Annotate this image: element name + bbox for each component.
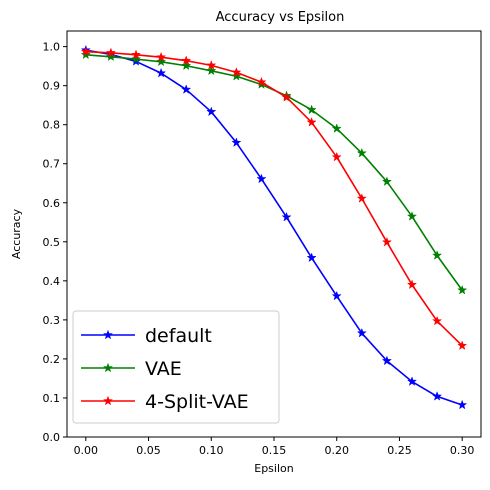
legend-entry-label: VAE [145,358,182,380]
y-tick-label: 1.0 [43,41,61,54]
data-point-default [331,290,342,301]
data-point-default [155,67,167,78]
data-point-default [181,84,192,94]
data-point-4-split-vae [80,46,91,57]
x-tick-label: 0.25 [387,444,412,457]
chart-title: Accuracy vs Epsilon [216,10,345,25]
data-point-default [306,252,317,263]
legend-entry-label: default [145,325,212,347]
y-tick-label: 0.3 [43,314,61,327]
data-point-4-split-vae [457,340,468,350]
x-tick-label: 0.30 [450,444,475,457]
data-point-4-split-vae [306,116,317,127]
legend-marker [102,395,114,406]
y-tick-label: 0.5 [43,236,61,249]
data-point-4-split-vae [206,59,217,70]
y-tick-label: 0.7 [43,158,61,171]
data-point-4-split-vae [356,193,367,203]
data-point-vae [457,284,468,295]
data-point-vae [231,70,242,81]
data-point-4-split-vae [431,315,443,326]
x-tick-label: 0.20 [324,444,349,457]
y-tick-label: 0.1 [43,392,61,405]
data-point-default [281,211,292,222]
data-point-vae [80,49,91,60]
x-tick-label: 0.00 [74,444,99,457]
y-tick-label: 0.9 [43,80,61,93]
series-line-4-split-vae [85,50,463,347]
data-point-vae [181,60,192,71]
y-tick-label: 0.0 [43,431,61,444]
y-tick-label: 0.6 [43,197,61,210]
x-axis-label: Epsilon [254,462,294,475]
y-tick-label: 0.2 [43,353,61,366]
legend-box [72,310,280,424]
data-point-default [206,106,217,117]
x-tick-label: 0.05 [136,444,161,457]
data-point-4-split-vae [181,55,192,66]
data-point-4-split-vae [130,49,142,60]
data-point-4-split-vae [331,151,342,162]
legend-entry-label: 4-Split-VAE [145,391,249,413]
data-point-vae [206,65,217,76]
data-point-4-split-vae [256,76,267,87]
data-point-4-split-vae [105,47,117,58]
data-point-vae [130,53,142,64]
data-point-4-split-vae [406,279,418,290]
data-point-default [356,327,367,338]
x-tick-label: 0.10 [199,444,224,457]
legend-marker [102,362,114,373]
series-line-default [85,49,463,406]
data-point-vae [155,56,167,67]
data-point-4-split-vae [155,51,167,62]
data-point-4-split-vae [381,236,393,247]
data-point-vae [331,123,342,133]
data-point-default [431,391,443,401]
data-point-vae [306,104,317,115]
data-point-vae [406,211,418,221]
data-point-4-split-vae [281,92,292,102]
data-point-default [231,137,242,147]
data-point-default [406,376,418,386]
data-point-default [457,399,468,410]
data-point-default [256,173,267,184]
data-point-vae [431,250,443,260]
x-tick-label: 0.15 [262,444,287,457]
y-tick-label: 0.8 [43,119,61,132]
y-tick-label: 0.4 [43,275,61,288]
data-point-vae [381,176,393,187]
data-point-4-split-vae [231,67,242,77]
data-point-default [381,355,393,366]
legend-marker [102,329,114,340]
data-point-vae [105,51,117,62]
data-point-vae [356,147,367,158]
y-axis-label: Accuracy [10,208,23,259]
